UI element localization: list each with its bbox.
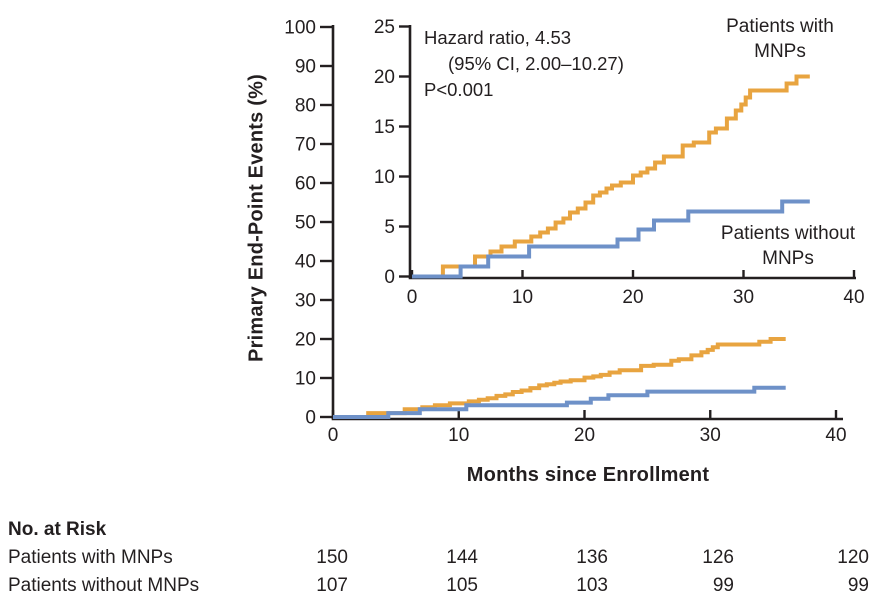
x-tick-label: 20 — [574, 425, 595, 446]
risk-value: 136 — [576, 547, 608, 568]
risk-value: 126 — [702, 547, 734, 568]
y-tick-label: 20 — [374, 67, 395, 88]
y-tick-label: 15 — [374, 117, 395, 138]
y-tick-label: 10 — [295, 369, 316, 390]
y-tick-label: 70 — [295, 135, 316, 156]
y-tick-label: 30 — [295, 291, 316, 312]
x-tick-label: 10 — [448, 425, 469, 446]
confidence-interval-line: (95% CI, 2.00–10.27) — [448, 53, 624, 74]
curve-patients-without-mnps — [412, 199, 810, 279]
x-tick-label: 30 — [700, 425, 721, 446]
risk-row-label-without-mnps: Patients without MNPs — [8, 575, 200, 596]
y-tick-label: 25 — [374, 17, 395, 38]
y-tick-label: 50 — [295, 213, 316, 234]
y-tick-label: 10 — [374, 167, 395, 188]
y-tick-label: 80 — [295, 96, 316, 117]
risk-value: 103 — [576, 575, 608, 596]
legend-patients-with-mnps: Patients with MNPs — [726, 16, 834, 62]
curve-patients-with-mnps — [333, 337, 786, 419]
legend-patients-without-mnps: Patients without MNPs — [720, 223, 856, 269]
y-tick-label: 100 — [284, 18, 316, 39]
risk-row-label-with-mnps: Patients with MNPs — [8, 547, 173, 568]
x-axis-label: Months since Enrollment — [466, 464, 710, 486]
x-tick-label: 40 — [825, 425, 846, 446]
x-tick-label: 40 — [843, 287, 864, 308]
curve-patients-with-mnps — [412, 74, 810, 279]
risk-value: 107 — [316, 575, 348, 596]
x-tick-label: 0 — [328, 425, 339, 446]
y-tick-label: 20 — [295, 330, 316, 351]
y-tick-label: 0 — [384, 267, 395, 288]
y-axis-label: Primary End-Point Events (%) — [245, 74, 268, 362]
hazard-ratio-annotation: Hazard ratio, 4.53 (95% CI, 2.00–10.27) … — [424, 25, 694, 103]
risk-value: 144 — [446, 547, 478, 568]
x-tick-label: 20 — [622, 287, 643, 308]
x-tick-label: 0 — [407, 287, 418, 308]
y-tick-label: 60 — [295, 174, 316, 195]
risk-value: 105 — [446, 575, 478, 596]
p-value-line: P<0.001 — [424, 79, 494, 100]
y-tick-label: 0 — [305, 408, 316, 429]
curve-patients-without-mnps — [333, 385, 786, 419]
y-tick-label: 90 — [295, 57, 316, 78]
hazard-ratio-line: Hazard ratio, 4.53 — [424, 27, 572, 48]
risk-value: 120 — [837, 547, 869, 568]
risk-table-header: No. at Risk — [8, 519, 107, 540]
y-tick-label: 40 — [295, 252, 316, 273]
x-tick-label: 10 — [512, 287, 533, 308]
risk-value: 99 — [712, 575, 734, 596]
y-tick-label: 5 — [384, 217, 395, 238]
x-tick-label: 30 — [733, 287, 754, 308]
risk-value: 150 — [316, 547, 348, 568]
risk-value: 99 — [847, 575, 869, 596]
